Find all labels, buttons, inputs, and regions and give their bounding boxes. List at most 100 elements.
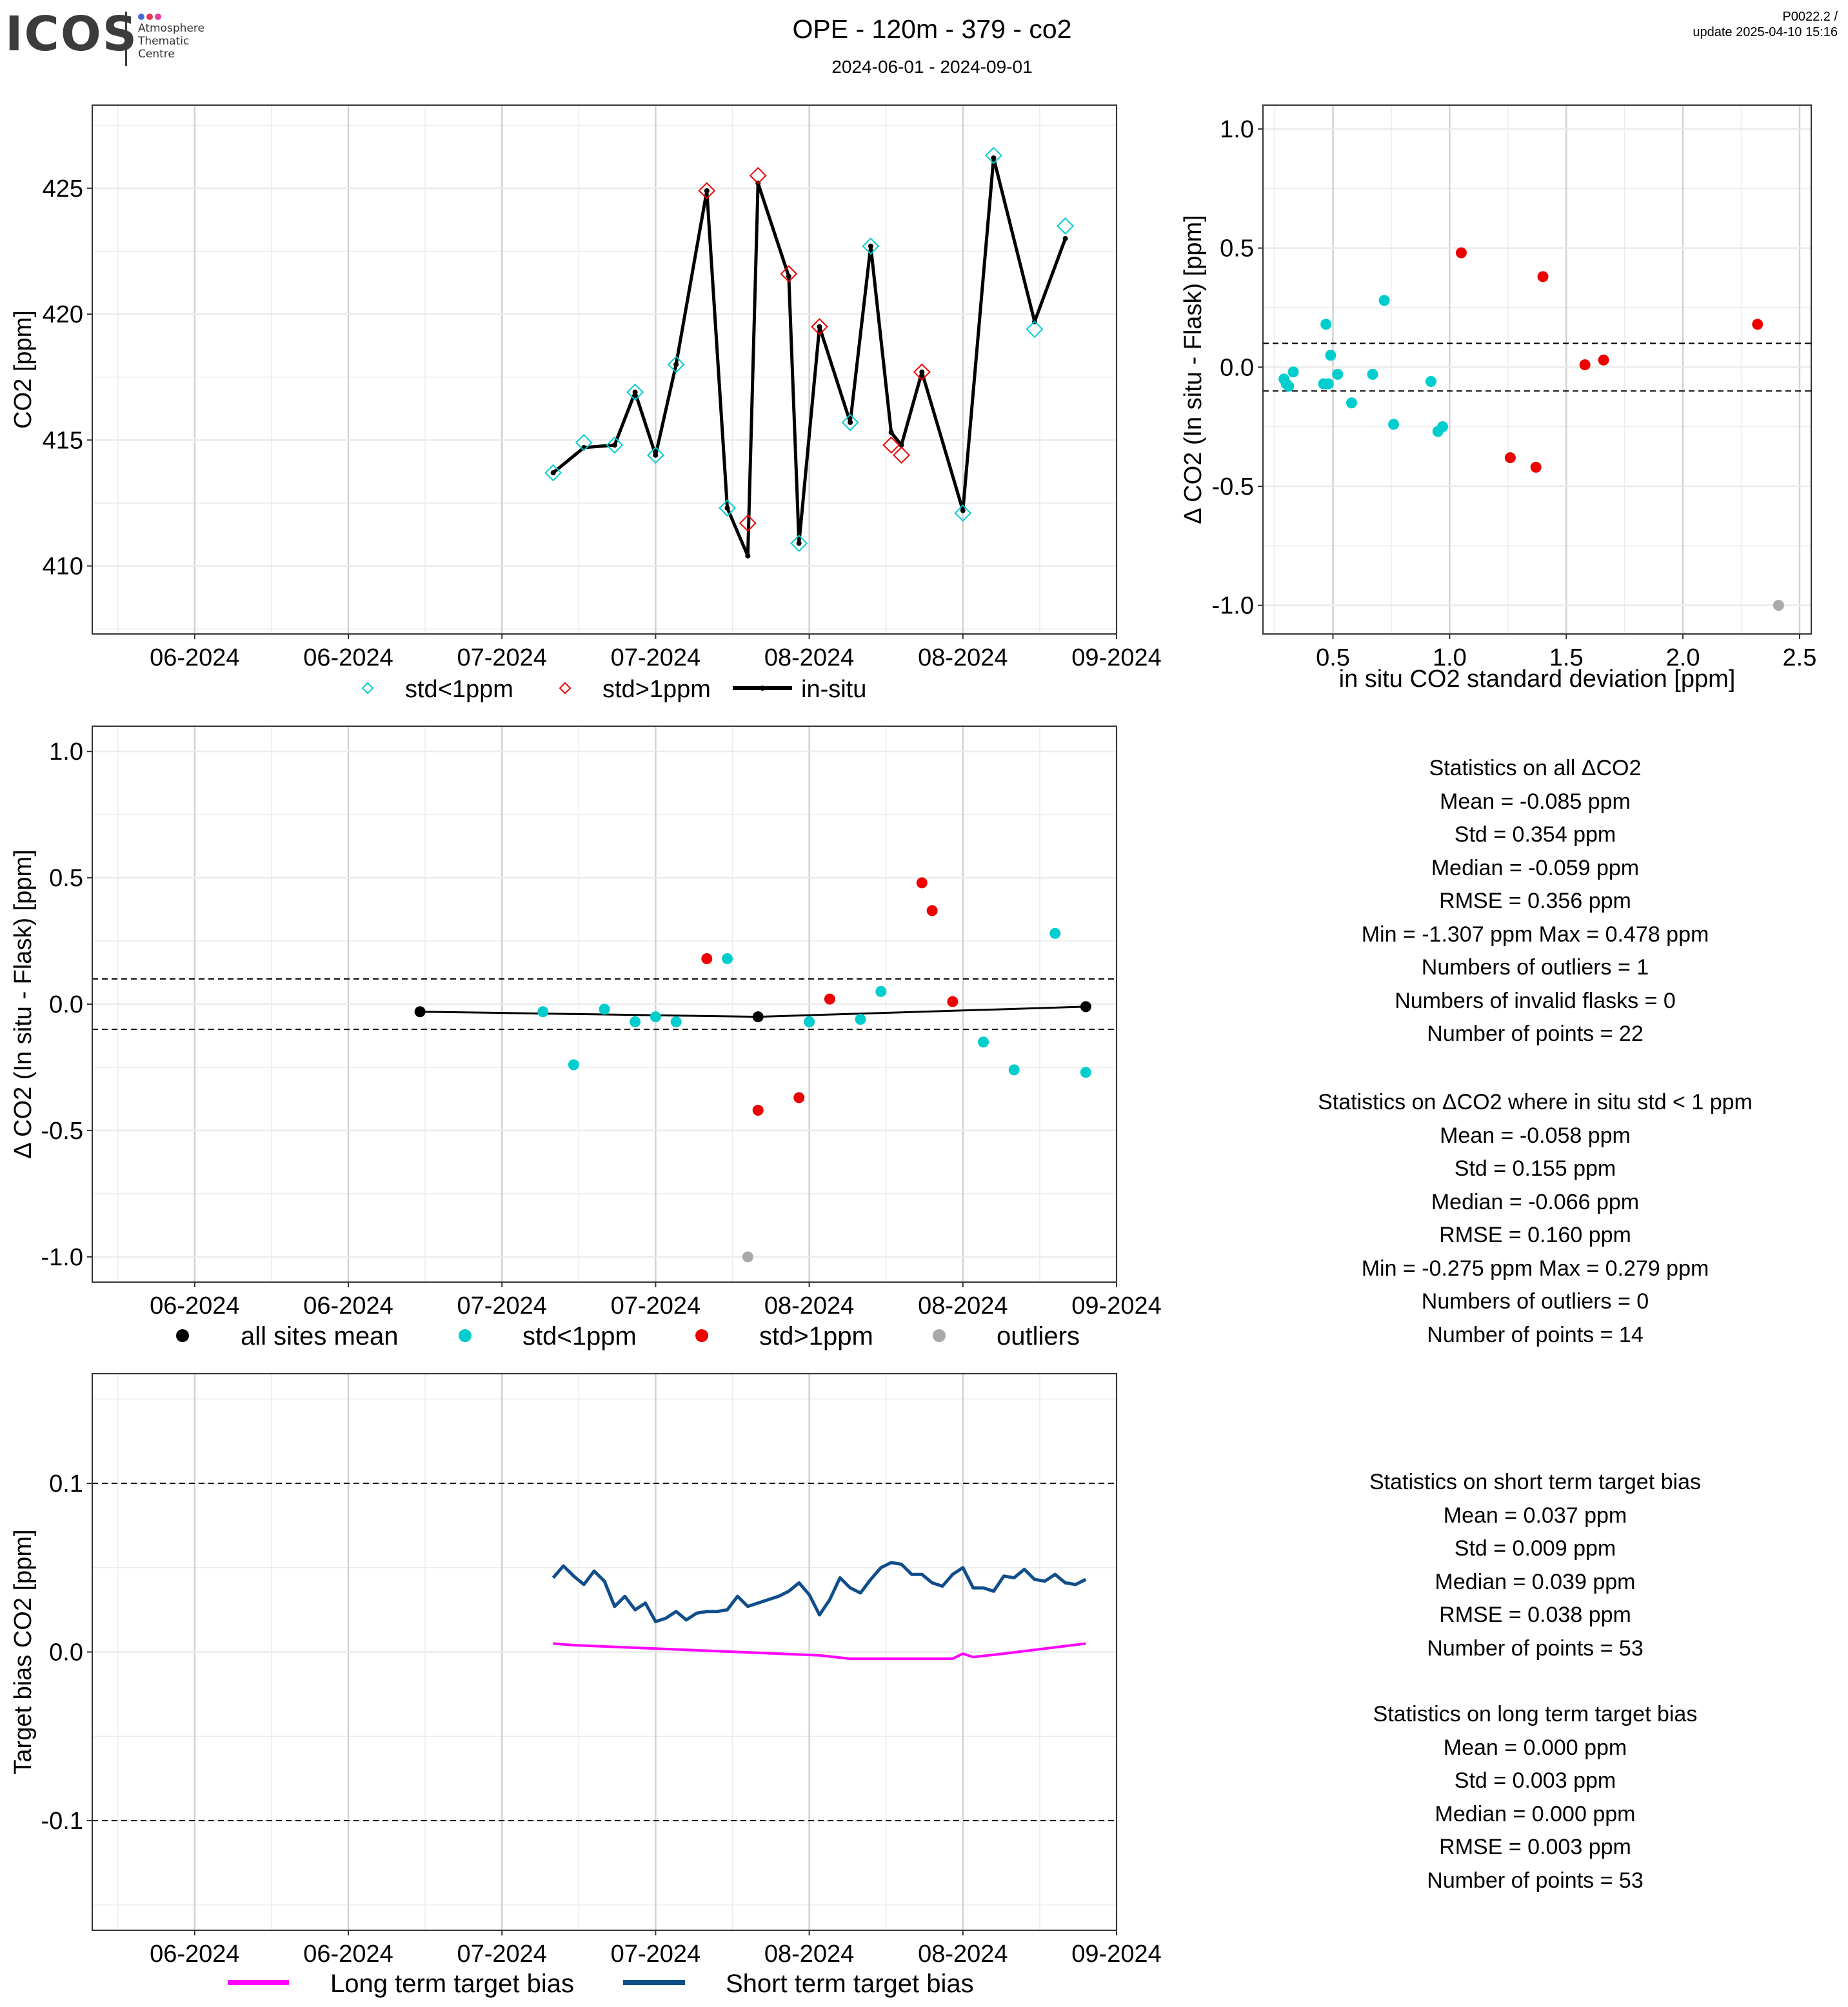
std-lt-1ppm-point [1367, 368, 1378, 380]
std-lt-1ppm-marker [1026, 321, 1044, 338]
legend-label: outliers [997, 1322, 1080, 1350]
x-tick-label: 08-2024 [764, 1292, 854, 1320]
legend-label: std<1ppm [522, 1322, 637, 1350]
x-tick-label: 06-2024 [150, 644, 239, 671]
in-situ-point [868, 243, 873, 249]
logo-dot [138, 14, 144, 20]
y-axis-label: Δ CO2 (In situ - Flask) [ppm] [10, 849, 37, 1158]
std-lt-1ppm-point [1437, 421, 1449, 433]
x-tick-label: 09-2024 [1071, 644, 1161, 671]
std-lt-1ppm-point [804, 1016, 815, 1027]
legend-key-std-lt-1ppm [459, 1329, 472, 1342]
x-tick-label: 08-2024 [918, 644, 1008, 671]
std-gt-1ppm-marker [749, 166, 767, 184]
in-situ-point [704, 188, 710, 193]
x-tick-label: 09-2024 [1071, 1941, 1161, 1968]
outlier-point [1773, 600, 1784, 611]
std-lt-1ppm-point [1320, 319, 1332, 330]
in-situ-line [552, 156, 1067, 558]
stats-line: Std = 0.003 ppm [1454, 1768, 1616, 1793]
std-gt-1ppm-marker [913, 363, 931, 381]
stats-line: Mean = -0.058 ppm [1440, 1123, 1631, 1148]
in-situ-point [745, 553, 751, 559]
std-gt-1ppm-marker [811, 318, 828, 336]
std-lt-1ppm-point [1346, 397, 1357, 409]
std-lt-1ppm-point [1388, 419, 1400, 430]
in-situ-point [673, 362, 679, 368]
legend-label: all sites mean [241, 1322, 399, 1350]
stats-line: RMSE = 0.038 ppm [1439, 1603, 1631, 1627]
std-lt-1ppm-point [1283, 381, 1295, 392]
x-tick-label: 1.5 [1549, 644, 1584, 671]
std-gt-1ppm-marker [893, 446, 910, 464]
std-lt-1ppm-point [630, 1016, 641, 1027]
in-situ-point [796, 540, 802, 546]
std-gt-1ppm-point [1598, 354, 1609, 366]
y-tick-label: 0.0 [1220, 354, 1254, 381]
std-gt-1ppm-marker [780, 265, 798, 283]
x-tick-label: 07-2024 [611, 1292, 700, 1320]
y-axis-label: CO2 [ppm] [10, 310, 37, 429]
in-situ-point [724, 505, 730, 511]
std-lt-1ppm-point [670, 1016, 682, 1027]
icos-logo: ICOS Atmosphere Thematic Centre [5, 9, 212, 68]
std-lt-1ppm-point [1080, 1067, 1091, 1078]
std-lt-1ppm-marker [841, 413, 859, 431]
stats-line: Mean = 0.000 ppm [1443, 1735, 1627, 1760]
std-lt-1ppm-marker [667, 355, 685, 373]
std-lt-1ppm-point [599, 1004, 610, 1015]
y-tick-label: 0.0 [49, 1639, 83, 1666]
std-gt-1ppm-point [916, 877, 928, 889]
in-situ-point [919, 369, 925, 375]
plot-border [92, 1373, 1117, 1931]
std-gt-1ppm-marker [698, 182, 716, 200]
legend-label: std>1ppm [759, 1322, 873, 1350]
plot-border [92, 104, 1117, 635]
plot-border [92, 726, 1117, 1283]
x-tick-label: 08-2024 [764, 644, 854, 671]
stats-line: Mean = 0.037 ppm [1443, 1503, 1627, 1528]
stats-heading: Statistics on ΔCO2 where in situ std < 1… [1318, 1090, 1753, 1114]
x-tick-label: 08-2024 [918, 1292, 1008, 1320]
in-situ-point [1062, 235, 1068, 241]
std-lt-1ppm-point [568, 1059, 579, 1071]
in-situ-point [786, 273, 791, 279]
std-lt-1ppm-marker [626, 383, 644, 401]
stats-short-term-block: Statistics on short term target bias Mean… [1264, 1466, 1806, 1665]
std-lt-1ppm-point [1425, 375, 1436, 387]
x-tick-label: 07-2024 [457, 644, 546, 671]
y-tick-label: 0.5 [49, 865, 83, 892]
std-lt-1ppm-marker [954, 504, 972, 522]
stats-all-block: Statistics on all ΔCO2 Mean = -0.085 ppm S… [1264, 752, 1806, 1051]
x-tick-label: 0.5 [1316, 644, 1350, 671]
y-tick-label: -0.5 [1212, 473, 1254, 500]
std-lt-1ppm-marker [985, 146, 1002, 164]
page-subtitle: 2024-06-01 - 2024-09-01 [831, 57, 1033, 77]
legend-key-all-sites-mean [176, 1329, 189, 1342]
legend-label: in-situ [801, 676, 866, 703]
y-tick-label: 0.1 [49, 1470, 83, 1498]
logo-text-line: Atmosphere [138, 22, 204, 35]
in-situ-point [848, 420, 853, 425]
x-tick-label: 06-2024 [303, 1941, 393, 1968]
std-lt-1ppm-marker [544, 464, 562, 482]
std-lt-1ppm-point [1322, 378, 1334, 390]
plot-border [1262, 104, 1812, 635]
y-tick-label: 1.0 [1220, 116, 1254, 143]
stats-line: Min = -0.275 ppm Max = 0.279 ppm [1361, 1256, 1709, 1281]
stats-line: Mean = -0.085 ppm [1440, 789, 1631, 814]
in-situ-point [611, 442, 617, 448]
long-term-bias-line [553, 1642, 1086, 1660]
stats-line: Number of points = 53 [1427, 1868, 1644, 1893]
stats-line: Std = 0.155 ppm [1454, 1156, 1616, 1181]
std-lt-1ppm-marker [646, 446, 664, 464]
legend-key-std-lt-1ppm [361, 682, 374, 695]
logo-text-line: Centre [138, 48, 175, 61]
logo-dot [155, 14, 161, 20]
x-tick-label: 06-2024 [150, 1941, 239, 1968]
legend-key-std-gt-1ppm [559, 682, 571, 695]
x-axis-label: in situ CO2 standard deviation [ppm] [1339, 666, 1736, 693]
y-tick-label: -0.1 [41, 1808, 83, 1835]
std-gt-1ppm-point [1752, 319, 1764, 330]
